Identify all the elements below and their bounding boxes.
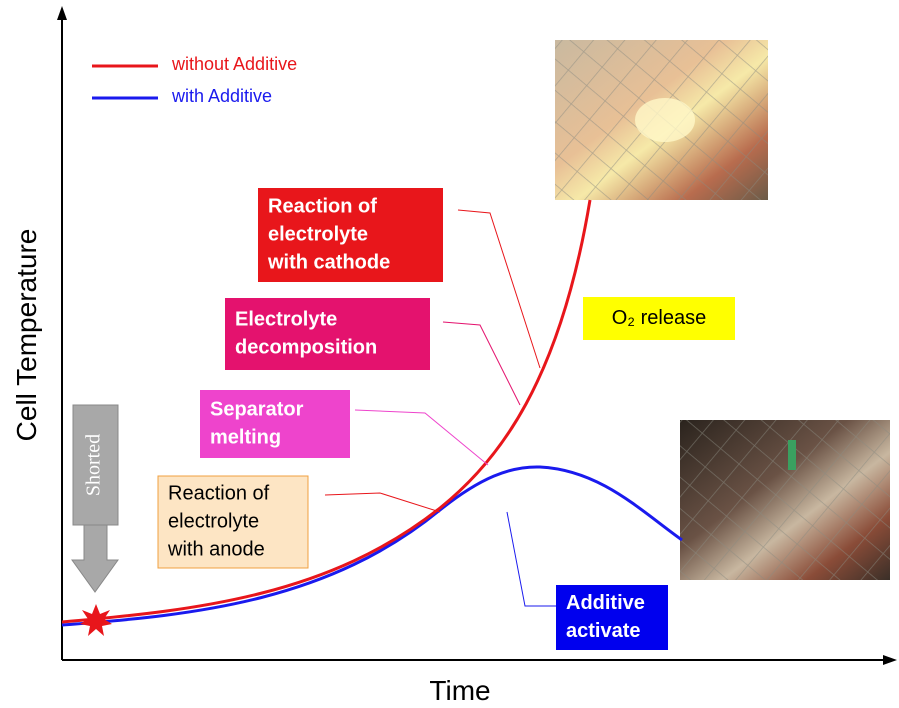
boxes: Reaction of electrolyte with cathode Electr… [158, 188, 735, 650]
box-text: electrolyte [168, 510, 259, 532]
label-box: Electrolyte decomposition [225, 298, 430, 370]
box-text: decomposition [235, 336, 377, 358]
photo-detail [788, 440, 796, 470]
shorted-marker: Shorted [72, 405, 118, 636]
y-axis-label: Cell Temperature [11, 229, 42, 442]
box-text: with anode [167, 538, 265, 560]
box-text: electrolyte [268, 223, 368, 245]
event-label: Shorted [83, 434, 105, 496]
legend: without Additive with Additive [92, 54, 297, 106]
box-text: Electrolyte [235, 308, 337, 330]
diagram: Cell Temperature Time without Additive w… [0, 0, 899, 708]
label-box: Reaction of electrolyte with cathode [258, 188, 443, 282]
x-axis-label: Time [429, 675, 490, 706]
box-text: Reaction of [168, 482, 270, 504]
box-text: Additive [566, 592, 645, 614]
label-box: O₂ release [583, 297, 735, 340]
box-text: Reaction of [268, 195, 377, 217]
box-text: activate [566, 620, 641, 642]
label-box: Separator melting [200, 390, 350, 458]
photo-overlay [680, 420, 890, 580]
box-text: with cathode [267, 251, 390, 273]
label-box: Additive activate [556, 585, 668, 650]
box-text: melting [210, 426, 281, 448]
legend-label: without Additive [171, 54, 297, 74]
photo-detail [635, 98, 695, 142]
legend-label: with Additive [171, 86, 272, 106]
label-box: Reaction of electrolyte with anode [158, 476, 308, 568]
box-text: Separator [210, 398, 304, 420]
box-text: O₂ release [612, 307, 706, 329]
